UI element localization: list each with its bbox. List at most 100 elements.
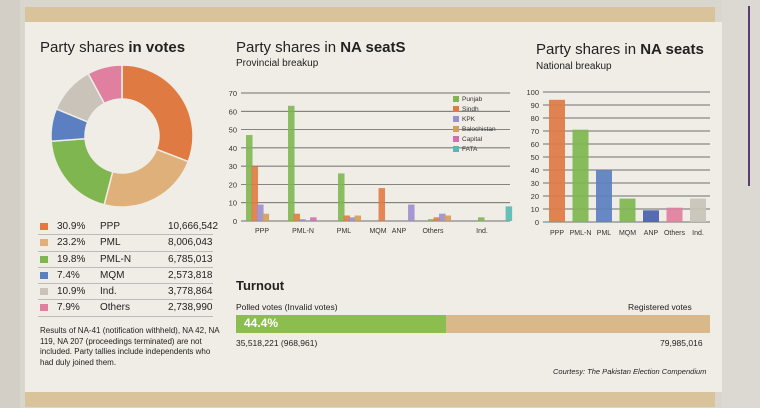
x-tick-label: PML <box>597 230 612 237</box>
y-tick-label: 50 <box>531 153 539 162</box>
x-tick-label: Others <box>422 228 444 235</box>
bar-kpk-others <box>439 213 446 221</box>
bar-mqm <box>619 198 636 222</box>
bar-others <box>666 207 683 222</box>
legend-label: Sindh <box>462 106 479 113</box>
y-tick-label: 0 <box>233 217 237 226</box>
bar-punjab-pml <box>338 173 345 221</box>
y-tick-label: 40 <box>531 166 539 175</box>
bar-kpk-anp <box>408 204 415 221</box>
bar-kpk-pmln <box>299 219 306 221</box>
national-title: Party shares in NA seats <box>536 41 704 58</box>
bar-kpk-pml <box>349 217 356 221</box>
votes-legend-table: 30.9% PPP 10,666,542 23.2% PML 8,006,043 19.8%… <box>38 219 218 317</box>
legend-votes: 3,778,864 <box>168 286 213 298</box>
column-rule <box>748 6 750 186</box>
legend-percent: 10.9% <box>57 286 86 298</box>
bar-balochistan-ppp <box>262 213 270 221</box>
bar-capital-pmln <box>310 217 317 221</box>
bar-pml <box>596 170 612 222</box>
legend-votes: 8,006,043 <box>168 237 213 249</box>
legend-party: Others <box>100 302 131 314</box>
legend-swatch <box>453 146 459 152</box>
y-tick-label: 50 <box>229 126 237 135</box>
bar-balochistan-pml <box>354 215 362 221</box>
donut-slice-others <box>87 64 123 105</box>
right-margin <box>722 0 760 408</box>
legend-swatch <box>40 271 48 279</box>
legend-votes: 2,573,818 <box>168 269 213 281</box>
source-credit: Courtesy: The Pakistan Election Compendi… <box>553 367 707 376</box>
bar-sindh-pmln <box>293 213 301 221</box>
bar-ppp <box>549 99 565 222</box>
legend-swatch <box>453 106 459 112</box>
legend-label: Balochistan <box>462 126 496 133</box>
bar-punjab-ppp <box>246 135 253 221</box>
y-tick-label: 80 <box>531 114 539 123</box>
legend-party: PPP <box>100 221 121 232</box>
bar-punjab-ind <box>478 217 485 221</box>
legend-party: MQM <box>100 269 125 281</box>
y-tick-label: 70 <box>229 89 237 98</box>
legend-label: FATA <box>462 146 478 153</box>
bar-balochistan-others <box>444 215 452 221</box>
donut-slice-ppp <box>121 64 194 163</box>
national-subtitle: National breakup <box>536 61 612 72</box>
x-tick-label: ANP <box>392 228 407 235</box>
x-tick-label: PML-N <box>570 230 592 237</box>
y-tick-label: 40 <box>229 144 237 153</box>
votes-footnote: Results of NA-41 (notification withheld)… <box>40 326 220 367</box>
registered-votes-value: 79,985,016 <box>660 338 703 348</box>
top-strip <box>25 7 715 22</box>
y-tick-label: 60 <box>229 107 237 116</box>
donut-slice-pmln <box>50 137 114 206</box>
legend-party: PML-N <box>100 253 132 265</box>
legend-label: KPK <box>462 116 476 123</box>
legend-row: 10.9% Ind. 3,778,864 <box>38 284 213 301</box>
donut-slice-pml <box>103 148 190 208</box>
legend-percent: 23.2% <box>57 237 86 249</box>
bar-sindh-others <box>433 217 441 221</box>
bar-sindh-ppp <box>251 166 259 221</box>
provincial-bar-chart: 0 10 20 30 40 50 60 70 PPP PML-N PML MQM ANP Others In… <box>229 89 513 235</box>
y-tick-label: 0 <box>535 218 539 227</box>
y-tick-label: 30 <box>531 179 539 188</box>
legend-swatch <box>453 96 459 102</box>
legend-party: Ind. <box>100 286 117 298</box>
y-tick-label: 10 <box>531 205 539 214</box>
bottom-strip <box>25 392 715 407</box>
y-tick-label: 90 <box>531 101 539 110</box>
legend-label: Punjab <box>462 96 483 103</box>
legend-swatch <box>453 126 459 132</box>
bar-punjab-others <box>428 219 435 221</box>
y-tick-label: 30 <box>229 162 237 171</box>
bar-sindh-mqm <box>378 188 386 221</box>
registered-votes-label: Registered votes <box>628 302 692 312</box>
national-bar-chart: 0 10 20 30 40 50 60 70 80 90 100 PPP PML-N PML MQM ANP O… <box>526 88 710 237</box>
votes-donut-chart <box>50 64 194 208</box>
legend-swatch <box>453 116 459 122</box>
legend-row: 7.9% Others 2,738,990 <box>38 300 213 317</box>
bar-sindh-pml <box>343 215 351 221</box>
legend-percent: 7.4% <box>57 269 80 281</box>
turnout-title: Turnout <box>236 278 285 293</box>
bar-kpk-ppp <box>257 204 264 221</box>
legend-percent: 7.9% <box>57 302 80 314</box>
legend-party: PML <box>100 237 121 249</box>
bar-punjab-pmln <box>288 105 295 221</box>
x-tick-label: PPP <box>550 230 564 237</box>
legend-swatch <box>40 223 48 230</box>
turnout-percent: 44.4% <box>244 316 279 330</box>
x-tick-label: MQM <box>619 230 636 237</box>
bar-ind <box>690 198 706 222</box>
legend-swatch <box>40 288 48 296</box>
left-margin <box>0 0 20 408</box>
y-tick-label: 20 <box>229 180 237 189</box>
provincial-title: Party shares in NA seatS <box>236 39 406 56</box>
x-tick-label: Ind. <box>692 230 704 237</box>
legend-row: 30.9% PPP 10,666,542 <box>38 219 218 236</box>
legend-percent: 30.9% <box>57 221 86 232</box>
x-tick-label: PPP <box>255 228 269 235</box>
votes-title: Party shares in votes <box>40 39 186 56</box>
